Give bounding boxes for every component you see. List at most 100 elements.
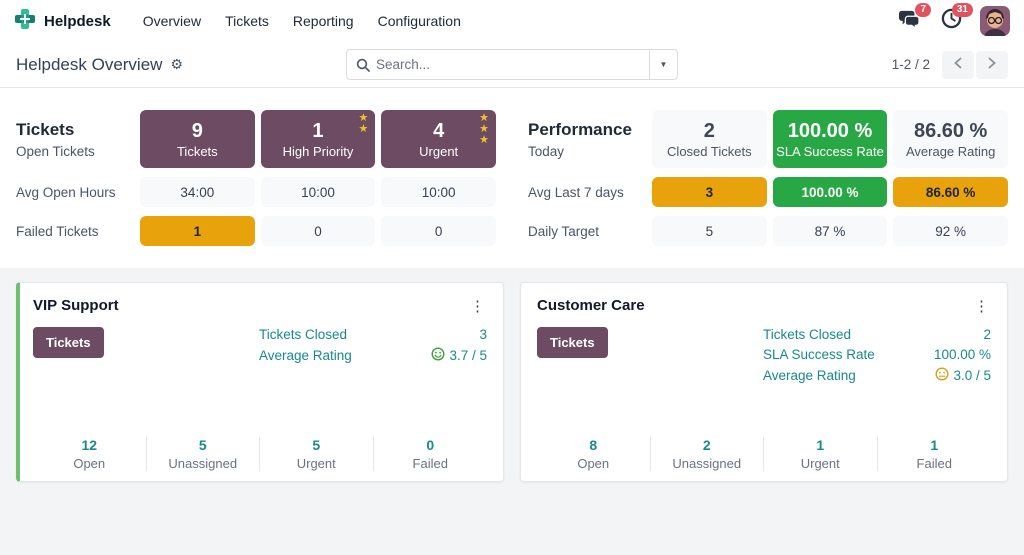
stat-label: Tickets Closed <box>259 327 348 342</box>
daily-target-label: Daily Target <box>528 223 600 239</box>
clock-icon <box>941 8 962 34</box>
chat-bubbles-icon <box>898 9 920 34</box>
stat-average-rating[interactable]: Average Rating 3.7 / 5 <box>259 347 487 364</box>
average-rating-value: 86.60 % <box>913 119 988 142</box>
tickets-button[interactable]: Tickets <box>33 327 104 358</box>
failed-urgent-count[interactable]: 0 <box>381 216 496 246</box>
avg7-sla-success-rate[interactable]: 100.00 % <box>772 177 888 207</box>
high-priority-card[interactable]: 1 High Priority ★ ★ <box>260 110 376 168</box>
high-priority-card-label: High Priority <box>282 143 354 159</box>
open-tickets-card[interactable]: 9 Tickets <box>140 110 255 168</box>
happy-face-icon <box>431 347 445 364</box>
search-icon <box>347 58 370 72</box>
chevron-right-icon <box>987 56 997 74</box>
stat-average-rating[interactable]: Average Rating 3.0 / 5 <box>763 367 991 384</box>
main-menu: Overview Tickets Reporting Configuration <box>133 7 471 35</box>
search-bar: ▼ <box>346 49 678 80</box>
footer-urgent[interactable]: 1 Urgent <box>764 437 878 471</box>
footer-failed[interactable]: 1 Failed <box>916 437 952 471</box>
kebab-menu-icon[interactable]: ⋮ <box>974 298 989 315</box>
app-name: Helpdesk <box>44 12 111 30</box>
stat-value: 3.7 / 5 <box>431 347 487 364</box>
failed-high-priority-count[interactable]: 0 <box>260 216 376 246</box>
overview-banner: Tickets Open Tickets 9 Tickets 1 High Pr… <box>0 88 1024 268</box>
daily-target-rating[interactable]: 92 % <box>893 216 1008 246</box>
control-panel: Helpdesk Overview ⚙ ▼ 1-2 / 2 <box>0 42 1024 88</box>
team-cards-area: VIP Support ⋮ Tickets Tickets Closed 3 A… <box>0 268 1024 496</box>
three-stars-icon: ★ ★ ★ <box>479 112 489 146</box>
footer-open[interactable]: 12 Open <box>33 437 147 471</box>
daily-target-closed-tickets[interactable]: 5 <box>652 216 767 246</box>
daily-target-sla[interactable]: 87 % <box>772 216 888 246</box>
sla-success-rate-card[interactable]: 100.00 % SLA Success Rate <box>772 110 888 168</box>
neutral-face-icon <box>935 367 949 384</box>
footer-failed[interactable]: 0 Failed <box>412 437 448 471</box>
helpdesk-app-icon <box>14 8 36 35</box>
stat-value: 3.0 / 5 <box>935 367 991 384</box>
average-rating-card[interactable]: 86.60 % Average Rating <box>893 110 1008 168</box>
stat-label: Average Rating <box>763 368 856 383</box>
menu-overview[interactable]: Overview <box>142 13 202 29</box>
stat-sla-success-rate[interactable]: SLA Success Rate 100.00 % <box>763 347 991 362</box>
footer-unassigned[interactable]: 5 Unassigned <box>147 437 260 471</box>
search-dropdown-toggle[interactable]: ▼ <box>649 50 677 79</box>
team-title: VIP Support <box>33 297 119 314</box>
avg-open-hours-urgent[interactable]: 10:00 <box>381 177 496 207</box>
stat-value: 3 <box>479 327 487 342</box>
stat-tickets-closed[interactable]: Tickets Closed 3 <box>259 327 487 342</box>
stat-label: Average Rating <box>259 348 352 363</box>
user-avatar[interactable] <box>980 6 1010 36</box>
messages-button[interactable]: 7 <box>896 3 931 34</box>
sla-success-rate-card-label: SLA Success Rate <box>776 143 884 159</box>
two-stars-icon: ★ ★ <box>358 112 369 135</box>
open-tickets-label: Open Tickets <box>16 143 95 159</box>
performance-heading: Performance <box>528 119 632 139</box>
avg-last-7-days-label: Avg Last 7 days <box>528 184 624 200</box>
stat-tickets-closed[interactable]: Tickets Closed 2 <box>763 327 991 342</box>
menu-configuration[interactable]: Configuration <box>377 13 461 29</box>
kebab-menu-icon[interactable]: ⋮ <box>470 298 485 315</box>
footer-open[interactable]: 8 Open <box>537 437 651 471</box>
avg7-closed-tickets[interactable]: 3 <box>652 177 767 207</box>
urgent-card[interactable]: 4 Urgent ★ ★ ★ <box>381 110 496 168</box>
top-navbar: Helpdesk Overview Tickets Reporting Conf… <box>0 0 1024 42</box>
caret-down-icon: ▼ <box>659 60 668 69</box>
team-title: Customer Care <box>537 297 645 314</box>
pager-range: 1-2 / 2 <box>891 57 930 72</box>
avg-open-hours-high-priority[interactable]: 10:00 <box>260 177 376 207</box>
footer-urgent[interactable]: 5 Urgent <box>260 437 374 471</box>
menu-tickets[interactable]: Tickets <box>225 13 269 29</box>
tickets-overview: Tickets Open Tickets 9 Tickets 1 High Pr… <box>16 110 496 246</box>
failed-tickets-count[interactable]: 1 <box>140 216 255 246</box>
stat-value: 2 <box>983 327 991 342</box>
stat-value: 100.00 % <box>933 347 991 362</box>
closed-tickets-card[interactable]: 2 Closed Tickets <box>652 110 767 168</box>
tickets-heading: Tickets <box>16 119 75 139</box>
tickets-button[interactable]: Tickets <box>537 327 608 358</box>
activities-count-badge: 31 <box>951 3 973 17</box>
team-card-vip-support: VIP Support ⋮ Tickets Tickets Closed 3 A… <box>16 282 504 482</box>
messages-count-badge: 7 <box>915 3 931 17</box>
activities-button[interactable]: 31 <box>938 3 973 34</box>
failed-tickets-label: Failed Tickets <box>16 223 99 239</box>
gear-icon[interactable]: ⚙ <box>170 56 184 72</box>
high-priority-value: 1 <box>312 119 324 142</box>
urgent-card-label: Urgent <box>419 143 459 159</box>
open-tickets-value: 9 <box>191 119 203 142</box>
avg-open-hours-label: Avg Open Hours <box>16 184 116 200</box>
urgent-value: 4 <box>433 119 445 142</box>
avg7-average-rating[interactable]: 86.60 % <box>893 177 1008 207</box>
pager-previous-button[interactable] <box>942 50 974 79</box>
closed-tickets-card-label: Closed Tickets <box>667 143 752 159</box>
footer-unassigned[interactable]: 2 Unassigned <box>651 437 764 471</box>
sla-success-rate-value: 100.00 % <box>787 119 873 142</box>
app-switcher[interactable]: Helpdesk <box>14 8 111 35</box>
avg-open-hours-tickets[interactable]: 34:00 <box>140 177 255 207</box>
search-input[interactable] <box>370 57 649 72</box>
open-tickets-card-label: Tickets <box>176 143 218 159</box>
stat-label: Tickets Closed <box>763 327 852 342</box>
menu-reporting[interactable]: Reporting <box>292 13 354 29</box>
chevron-left-icon <box>953 56 963 74</box>
pager-next-button[interactable] <box>976 50 1008 79</box>
stat-label: SLA Success Rate <box>763 347 875 362</box>
